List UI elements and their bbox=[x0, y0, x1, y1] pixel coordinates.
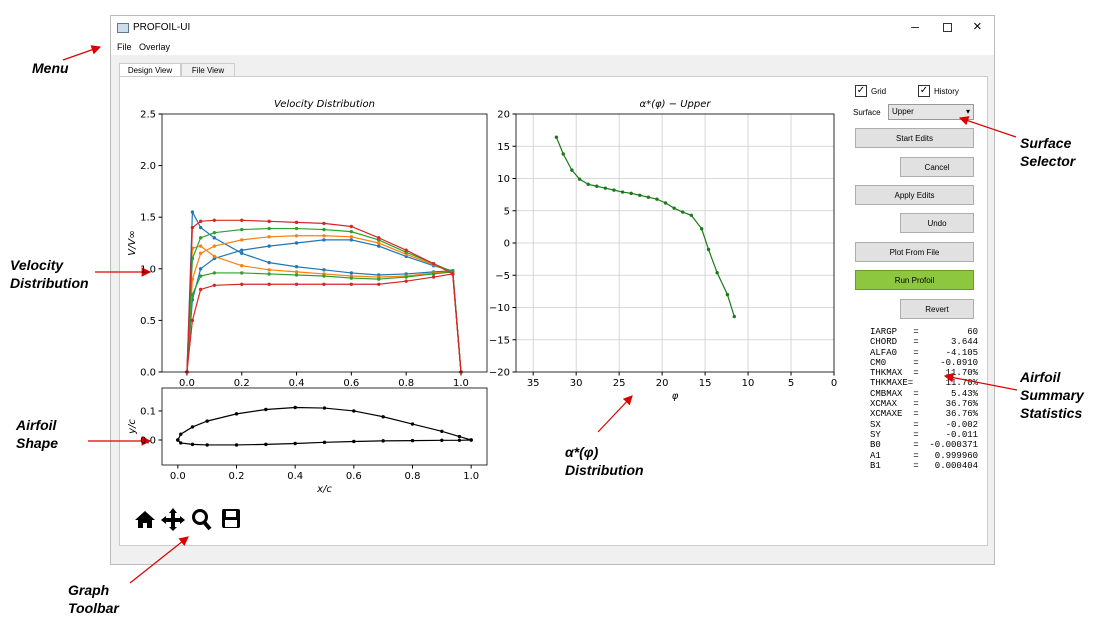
stat-row: CHORD = 3.644 bbox=[870, 337, 979, 348]
app-window: PROFOIL-UI × File Overlay Design View Fi… bbox=[110, 15, 995, 565]
stat-row: CM0 = -0.0910 bbox=[870, 357, 979, 368]
annotation-line: Selector bbox=[1020, 153, 1076, 169]
button[interactable]: Cancel bbox=[900, 157, 974, 177]
tab[interactable]: Design View bbox=[119, 63, 181, 78]
annotation-line: Distribution bbox=[10, 275, 89, 291]
stat-row: B0 = -0.000371 bbox=[870, 440, 979, 451]
annotation: Airfoil Summary Statistics bbox=[1020, 368, 1084, 422]
stat-row: THKMAXE= 11.70% bbox=[870, 378, 979, 389]
menu-item[interactable]: Overlay bbox=[139, 42, 171, 52]
annotation-line: Graph bbox=[68, 582, 110, 598]
stat-row: IARGP = 60 bbox=[870, 327, 979, 337]
menu-bar: File Overlay bbox=[111, 39, 994, 55]
annotation-line: Velocity bbox=[10, 257, 64, 273]
check-box[interactable]: ✓ bbox=[918, 85, 930, 97]
annotation-line: Surface bbox=[1020, 135, 1072, 151]
title-bar: PROFOIL-UI × bbox=[111, 16, 994, 39]
stat-row: CMBMAX = 5.43% bbox=[870, 388, 979, 399]
annotation: Surface Selector bbox=[1020, 134, 1075, 170]
annotation-line: Summary bbox=[1020, 387, 1084, 403]
checkbox-label: History bbox=[934, 86, 959, 96]
annotation: Menu bbox=[32, 59, 69, 77]
annotation: Airfoil Shape bbox=[16, 416, 58, 452]
stat-row: A1 = 0.999960 bbox=[870, 450, 979, 461]
button[interactable]: Plot From File bbox=[855, 242, 974, 262]
check-box[interactable]: ✓ bbox=[855, 85, 867, 97]
annotation: Velocity Distribution bbox=[10, 256, 89, 292]
button[interactable]: Revert bbox=[900, 299, 974, 319]
annotation-line: Airfoil bbox=[1020, 369, 1061, 385]
tab[interactable]: File View bbox=[181, 63, 235, 77]
minimize[interactable] bbox=[911, 27, 919, 28]
annotation-line: Shape bbox=[16, 435, 59, 451]
annotation-line: α*(φ) bbox=[565, 444, 599, 460]
annotation: α*(φ) Distribution bbox=[565, 443, 644, 479]
dropdown-arrow[interactable]: ▾ bbox=[965, 107, 970, 116]
stat-row: XCMAXE = 36.76% bbox=[870, 409, 979, 420]
surface-select[interactable]: Upper ▾ bbox=[888, 104, 974, 120]
stat-row: SX = -0.002 bbox=[870, 419, 979, 430]
checkbox[interactable]: ✓ History bbox=[918, 85, 959, 97]
checkbox-label: Grid bbox=[871, 86, 887, 96]
button[interactable]: Undo bbox=[900, 213, 974, 233]
annotation-line: Menu bbox=[32, 60, 69, 76]
button[interactable]: Apply Edits bbox=[855, 185, 974, 205]
annotation-line: Airfoil bbox=[16, 417, 57, 433]
stat-row: THKMAX = 11.70% bbox=[870, 368, 979, 379]
close[interactable]: × bbox=[973, 18, 982, 35]
annotation-line: Toolbar bbox=[68, 600, 119, 616]
surface-label: Surface bbox=[853, 108, 881, 117]
button[interactable]: Run Profoil bbox=[855, 270, 974, 290]
summary-stats: IARGP = 60 CHORD = 3.644 ALFA0 = -4.105 CM0… bbox=[870, 327, 978, 471]
stat-row: XCMAX = 36.76% bbox=[870, 399, 979, 410]
checkbox[interactable]: ✓ Grid bbox=[855, 85, 886, 97]
maximize[interactable] bbox=[943, 23, 952, 32]
stat-row: B1 = 0.000404 bbox=[870, 460, 979, 471]
annotation: Graph Toolbar bbox=[68, 581, 119, 617]
window-title: PROFOIL-UI bbox=[133, 22, 191, 33]
stat-row: ALFA0 = -4.105 bbox=[870, 347, 979, 358]
menu-item[interactable]: File bbox=[117, 42, 132, 52]
stat-row: SY = -0.011 bbox=[870, 429, 979, 440]
annotation-line: Statistics bbox=[1020, 405, 1083, 421]
annotation-line: Distribution bbox=[565, 462, 644, 478]
app-icon bbox=[117, 23, 129, 33]
button[interactable]: Start Edits bbox=[855, 128, 974, 148]
